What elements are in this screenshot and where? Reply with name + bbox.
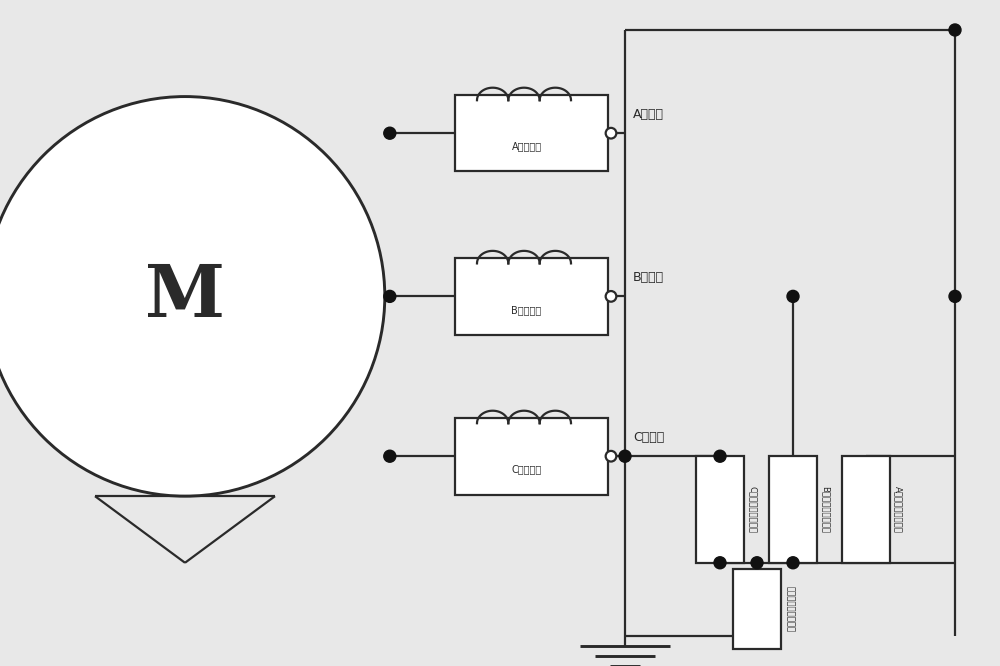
Ellipse shape <box>606 451 616 462</box>
Ellipse shape <box>751 557 763 569</box>
Bar <box>455 95 608 171</box>
Ellipse shape <box>619 450 631 462</box>
Bar <box>696 456 744 563</box>
Ellipse shape <box>384 290 396 302</box>
Ellipse shape <box>949 290 961 302</box>
Text: B相电源: B相电源 <box>633 271 664 284</box>
Text: C相滤波单元电路图: C相滤波单元电路图 <box>748 486 757 533</box>
Ellipse shape <box>384 450 396 462</box>
Text: B相滤波单元电路图: B相滤波单元电路图 <box>821 486 830 533</box>
Ellipse shape <box>384 127 396 139</box>
Text: B相互感器: B相互感器 <box>511 304 542 315</box>
Text: 电源滤波单元电路图: 电源滤波单元电路图 <box>785 586 794 633</box>
Text: A相电源: A相电源 <box>633 108 664 121</box>
Text: M: M <box>145 261 225 332</box>
Ellipse shape <box>606 291 616 302</box>
Bar <box>733 569 781 649</box>
Ellipse shape <box>787 290 799 302</box>
Text: A相滤波单元电路图: A相滤波单元电路图 <box>894 486 903 533</box>
Text: C相互感器: C相互感器 <box>511 464 542 475</box>
Bar <box>455 418 608 494</box>
Ellipse shape <box>949 24 961 36</box>
Ellipse shape <box>606 128 616 139</box>
Bar <box>842 456 890 563</box>
Bar <box>769 456 817 563</box>
Ellipse shape <box>0 97 385 496</box>
Ellipse shape <box>714 450 726 462</box>
Text: C相电源: C相电源 <box>633 431 664 444</box>
Ellipse shape <box>787 557 799 569</box>
Text: A相互感器: A相互感器 <box>511 141 542 152</box>
Ellipse shape <box>714 557 726 569</box>
Bar <box>455 258 608 334</box>
